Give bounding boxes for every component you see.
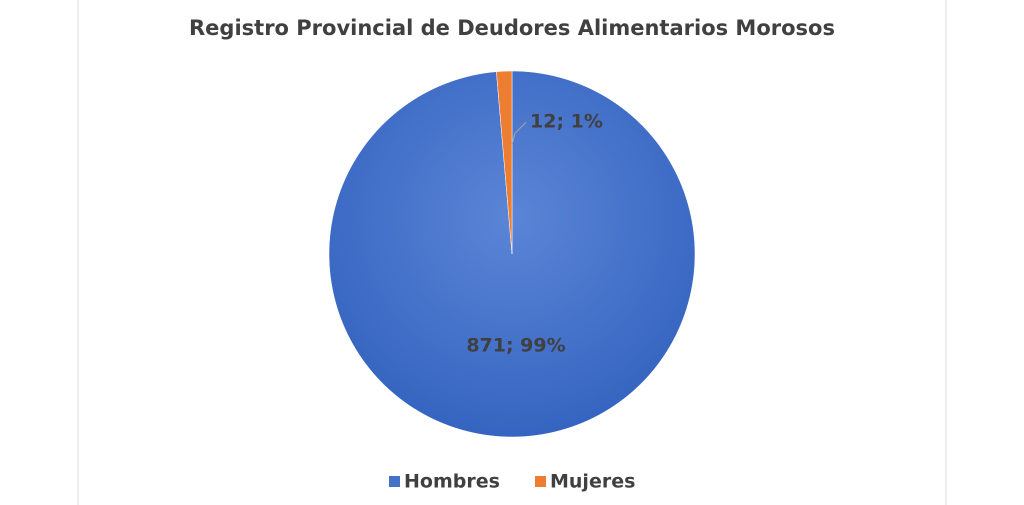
legend-swatch: [535, 476, 546, 487]
legend-label: Mujeres: [550, 471, 635, 493]
chart-title: Registro Provincial de Deudores Alimenta…: [189, 16, 835, 40]
leader-line: [511, 121, 527, 145]
data-label: 12; 1%: [530, 111, 603, 133]
pie-slice: [496, 70, 513, 255]
data-label: 871; 99%: [466, 335, 565, 357]
legend-label: Hombres: [404, 471, 500, 493]
legend-swatch: [389, 476, 400, 487]
